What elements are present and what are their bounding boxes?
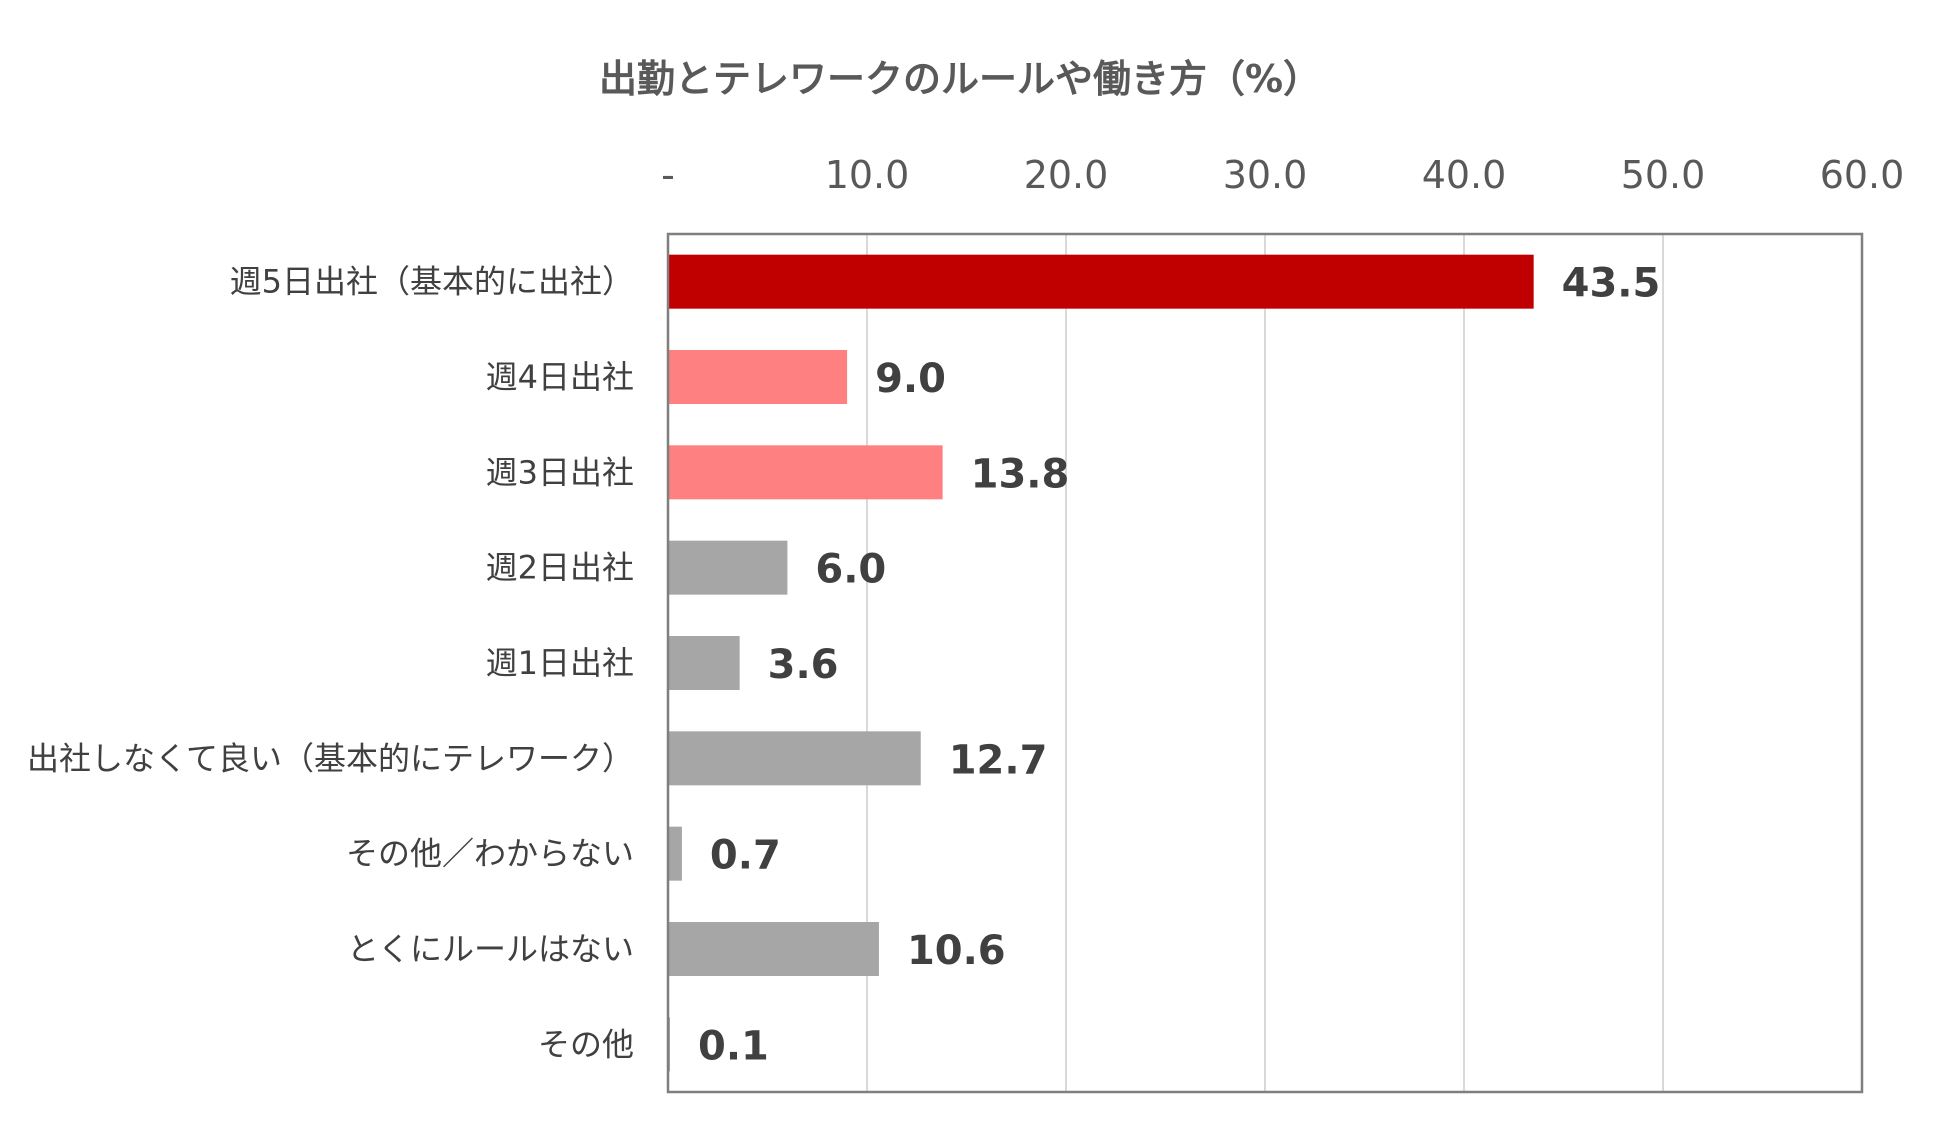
bar xyxy=(668,540,788,595)
category-label: 週1日出社 xyxy=(486,644,634,682)
bar xyxy=(668,731,921,786)
category-label: その他 xyxy=(538,1025,634,1063)
value-labels: 43.5 9.0 13.8 6.0 3.6 12.7 0.7 10.6 0.1 xyxy=(698,261,1660,1070)
data-label: 0.7 xyxy=(710,833,781,879)
category-label: 週4日出社 xyxy=(486,358,634,396)
data-label: 10.6 xyxy=(907,928,1006,974)
category-label: 出社しなくて良い（基本的にテレワーク） xyxy=(27,739,634,777)
data-label: 6.0 xyxy=(815,547,886,593)
bar xyxy=(668,350,848,404)
bar xyxy=(668,826,682,881)
x-tick-label: 60.0 xyxy=(1820,153,1905,197)
bars xyxy=(668,254,1534,1072)
bar xyxy=(668,445,943,500)
x-tick-label: - xyxy=(661,153,675,197)
data-label: 9.0 xyxy=(875,356,946,402)
category-label: 週5日出社（基本的に出社） xyxy=(230,263,634,301)
bar xyxy=(668,254,1534,309)
plot-frame xyxy=(666,232,1864,1094)
x-tick-label: 30.0 xyxy=(1223,153,1308,197)
bar xyxy=(668,922,879,976)
data-label: 43.5 xyxy=(1562,261,1661,307)
x-tick-label: 10.0 xyxy=(825,153,910,197)
category-label: 週3日出社 xyxy=(486,453,634,491)
x-axis-ticks: - 10.0 20.0 30.0 40.0 50.0 60.0 xyxy=(661,153,1904,197)
category-label: 週2日出社 xyxy=(486,549,634,587)
data-label: 3.6 xyxy=(768,642,839,688)
category-label: その他／わからない xyxy=(346,835,634,873)
category-label: とくにルールはない xyxy=(347,930,634,968)
category-labels: 週5日出社（基本的に出社） 週4日出社週3日出社週2日出社週1日出社出社しなくて良… xyxy=(27,263,634,1064)
x-tick-label: 50.0 xyxy=(1621,153,1706,197)
data-label: 12.7 xyxy=(949,737,1048,783)
data-label: 13.8 xyxy=(971,451,1070,497)
x-tick-label: 20.0 xyxy=(1024,153,1109,197)
x-tick-label: 40.0 xyxy=(1422,153,1507,197)
bar xyxy=(668,636,740,690)
chart-title: 出勤とテレワークのルールや働き方（%） xyxy=(599,57,1321,101)
data-label: 0.1 xyxy=(698,1023,769,1069)
